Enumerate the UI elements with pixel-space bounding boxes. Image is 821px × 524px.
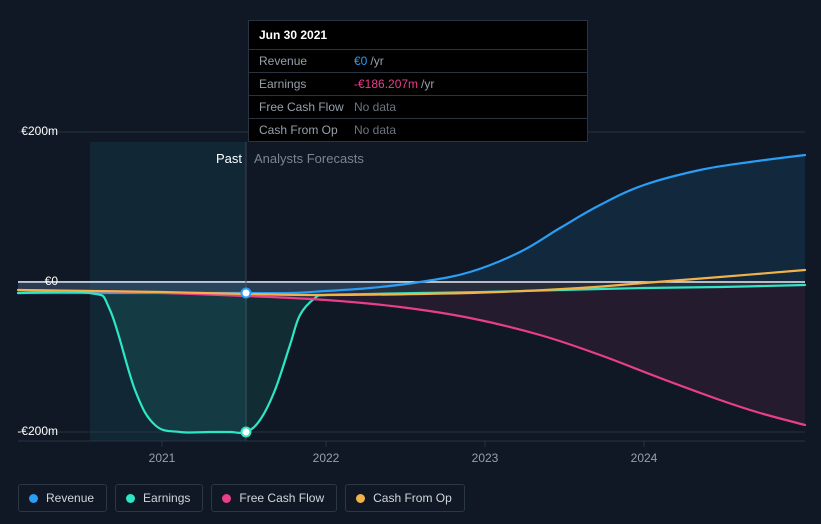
tooltip-value: No data xyxy=(354,123,396,137)
x-axis-label: 2021 xyxy=(149,451,176,465)
tooltip-row-earnings: Earnings-€186.207m/yr xyxy=(249,73,587,96)
y-axis-label: €200m xyxy=(21,124,58,138)
tooltip-label: Revenue xyxy=(259,54,354,68)
legend-item-earnings[interactable]: Earnings xyxy=(115,484,203,512)
legend-swatch xyxy=(356,494,365,503)
legend-swatch xyxy=(222,494,231,503)
forecast-region-label: Analysts Forecasts xyxy=(254,151,364,166)
tooltip-suffix: /yr xyxy=(421,77,434,91)
legend-item-cfo[interactable]: Cash From Op xyxy=(345,484,465,512)
legend-item-revenue[interactable]: Revenue xyxy=(18,484,107,512)
legend-label: Cash From Op xyxy=(373,491,452,505)
past-region-label: Past xyxy=(216,151,242,166)
x-axis-label: 2022 xyxy=(313,451,340,465)
legend-label: Earnings xyxy=(143,491,190,505)
legend-swatch xyxy=(126,494,135,503)
y-axis-label: €0 xyxy=(45,274,58,288)
tooltip-label: Free Cash Flow xyxy=(259,100,354,114)
tooltip-label: Cash From Op xyxy=(259,123,354,137)
tooltip-row-cfo: Cash From OpNo data xyxy=(249,119,587,141)
x-axis-label: 2024 xyxy=(631,451,658,465)
chart-tooltip: Jun 30 2021 Revenue€0/yrEarnings-€186.20… xyxy=(248,20,588,142)
chart-legend: Revenue Earnings Free Cash Flow Cash From O… xyxy=(18,484,465,512)
tooltip-value: -€186.207m xyxy=(354,77,418,91)
tooltip-value: €0 xyxy=(354,54,367,68)
tooltip-row-revenue: Revenue€0/yr xyxy=(249,50,587,73)
x-axis-label: 2023 xyxy=(472,451,499,465)
tooltip-suffix: /yr xyxy=(370,54,383,68)
legend-label: Revenue xyxy=(46,491,94,505)
legend-item-fcf[interactable]: Free Cash Flow xyxy=(211,484,337,512)
tooltip-row-fcf: Free Cash FlowNo data xyxy=(249,96,587,119)
tooltip-value: No data xyxy=(354,100,396,114)
tooltip-date: Jun 30 2021 xyxy=(249,21,587,50)
tooltip-label: Earnings xyxy=(259,77,354,91)
legend-label: Free Cash Flow xyxy=(239,491,324,505)
y-axis-label: -€200m xyxy=(17,424,58,438)
legend-swatch xyxy=(29,494,38,503)
